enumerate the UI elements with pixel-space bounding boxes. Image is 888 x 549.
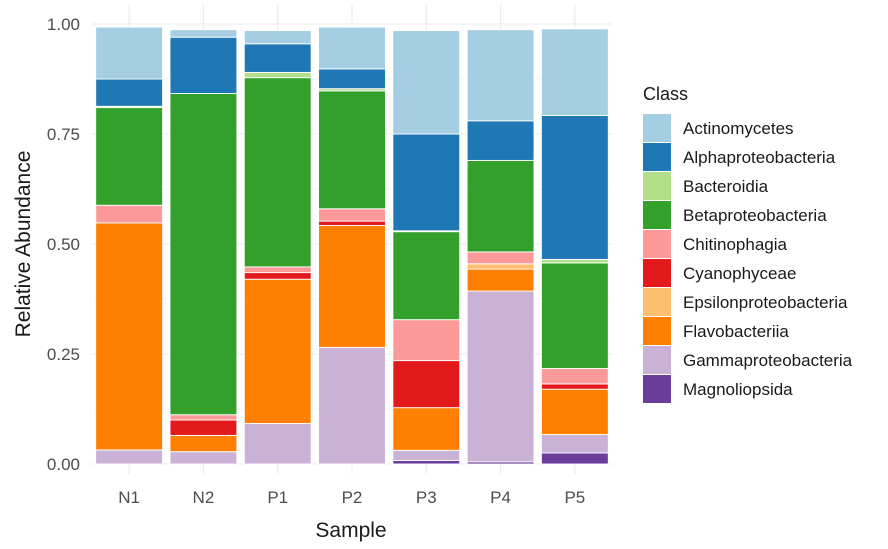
bar-segment-p2-chitinophagia (318, 208, 386, 222)
bar-segment-p3-betaproteobacteria (392, 231, 461, 321)
legend-swatch (643, 317, 671, 345)
bar-segment-p4-betaproteobacteria (466, 159, 535, 253)
x-tick-label: N2 (193, 488, 215, 507)
bar-segment-p3-gammaproteobacteria (392, 449, 461, 461)
legend-label: Bacteroidia (683, 177, 769, 196)
y-tick-label: 0.75 (47, 125, 80, 144)
legend-swatch (643, 375, 671, 403)
bar-segment-p1-chitinophagia (243, 266, 312, 274)
x-tick-label: P3 (416, 488, 437, 507)
bar-segment-p3-alphaproteobacteria (392, 133, 461, 232)
legend-label: Alphaproteobacteria (683, 148, 836, 167)
legend-swatch (643, 172, 671, 200)
bar-segment-p4-chitinophagia (466, 251, 535, 265)
bar-segment-p5-alphaproteobacteria (540, 115, 609, 260)
bars (95, 26, 609, 465)
bar-segment-p4-epsilonproteobacteria (466, 263, 535, 270)
legend: Class Actinomycetes Alphaproteobacteria Ba… (643, 84, 853, 403)
bar-segment-p5-actinomycetes (540, 28, 609, 116)
bar-segment-n1-actinomycetes (95, 26, 164, 80)
axes: 0.00 0.25 0.50 0.75 1.00 N1 N2 P1 P2 P3 P4 P5 (47, 15, 585, 507)
bar-segment-p1-alphaproteobacteria (243, 43, 312, 73)
bar-segment-p1-actinomycetes (243, 30, 312, 45)
bar-segment-p5-bacteroidia (540, 258, 609, 264)
x-axis-title: Sample (315, 519, 386, 542)
x-tick-label: N1 (118, 488, 140, 507)
legend-swatch (643, 288, 671, 316)
bar-segment-p1-betaproteobacteria (243, 77, 312, 268)
bar-segment-p3-chitinophagia (392, 319, 461, 362)
bar-segment-p2-gammaproteobacteria (318, 346, 386, 465)
bar-segment-p3-cyanophyceae (392, 360, 461, 409)
bar-segment-p1-bacteroidia (243, 71, 312, 79)
x-tick-label: P2 (342, 488, 363, 507)
legend-swatch (643, 143, 671, 171)
bar-segment-n1-alphaproteobacteria (95, 78, 164, 107)
bar-segment-p4-gammaproteobacteria (466, 290, 535, 463)
bar-segment-p2-actinomycetes (318, 26, 386, 70)
legend-label: Betaproteobacteria (683, 206, 827, 225)
bar-segment-p1-cyanophyceae (243, 272, 312, 280)
bar-segment-p2-alphaproteobacteria (318, 68, 386, 90)
y-tick-label: 0.50 (47, 235, 80, 254)
bar-segment-p3-flavobacteriia (392, 407, 461, 451)
bar-segment-n2-alphaproteobacteria (169, 36, 238, 94)
bar-segment-p1-flavobacteriia (243, 278, 312, 424)
bar-segment-n1-chitinophagia (95, 204, 164, 224)
bar-segment-p4-alphaproteobacteria (466, 120, 535, 161)
bar-segment-n2-gammaproteobacteria (169, 451, 238, 465)
legend-swatch (643, 346, 671, 374)
legend-swatch (643, 201, 671, 229)
bar-segment-p2-flavobacteriia (318, 225, 386, 348)
bar-segment-p5-gammaproteobacteria (540, 434, 609, 454)
bar-segment-n1-gammaproteobacteria (95, 449, 164, 465)
bar-segment-n1-flavobacteriia (95, 222, 164, 451)
bar-segment-p5-flavobacteriia (540, 388, 609, 435)
bar-segment-p3-actinomycetes (392, 30, 461, 135)
bar-segment-p5-cyanophyceae (540, 383, 609, 390)
legend-label: Epsilonproteobacteria (683, 293, 848, 312)
bar-segment-n2-actinomycetes (169, 29, 238, 38)
bar-segment-p5-magnoliopsida (540, 452, 609, 465)
bar-segment-p3-magnoliopsida (392, 460, 461, 465)
legend-title: Class (643, 84, 688, 104)
legend-label: Flavobacteriia (683, 322, 789, 341)
bar-segment-p5-chitinophagia (540, 368, 609, 385)
bar-segment-n1-betaproteobacteria (95, 107, 164, 206)
y-tick-label: 0.00 (47, 455, 80, 474)
y-tick-label: 0.25 (47, 345, 80, 364)
y-tick-label: 1.00 (47, 15, 80, 34)
bar-segment-n2-betaproteobacteria (169, 93, 238, 416)
x-tick-label: P1 (267, 488, 288, 507)
legend-label: Cyanophyceae (683, 264, 796, 283)
bar-segment-n2-chitinophagia (169, 414, 238, 421)
bar-segment-n2-flavobacteriia (169, 434, 238, 453)
legend-swatch (643, 230, 671, 258)
x-tick-label: P5 (564, 488, 585, 507)
legend-swatch (643, 259, 671, 287)
bar-segment-p2-cyanophyceae (318, 220, 386, 226)
legend-label: Gammaproteobacteria (683, 351, 853, 370)
legend-swatch (643, 114, 671, 142)
x-tick-label: P4 (490, 488, 511, 507)
legend-label: Magnoliopsida (683, 380, 793, 399)
legend-label: Actinomycetes (683, 119, 794, 138)
legend-label: Chitinophagia (683, 235, 788, 254)
y-axis-title: Relative Abundance (12, 151, 35, 338)
bar-segment-p4-actinomycetes (466, 29, 535, 122)
bar-segment-p4-flavobacteriia (466, 268, 535, 292)
bar-segment-p1-gammaproteobacteria (243, 423, 312, 465)
bar-segment-p5-betaproteobacteria (540, 262, 609, 369)
bar-segment-n2-cyanophyceae (169, 419, 238, 436)
bar-segment-p2-betaproteobacteria (318, 90, 386, 210)
